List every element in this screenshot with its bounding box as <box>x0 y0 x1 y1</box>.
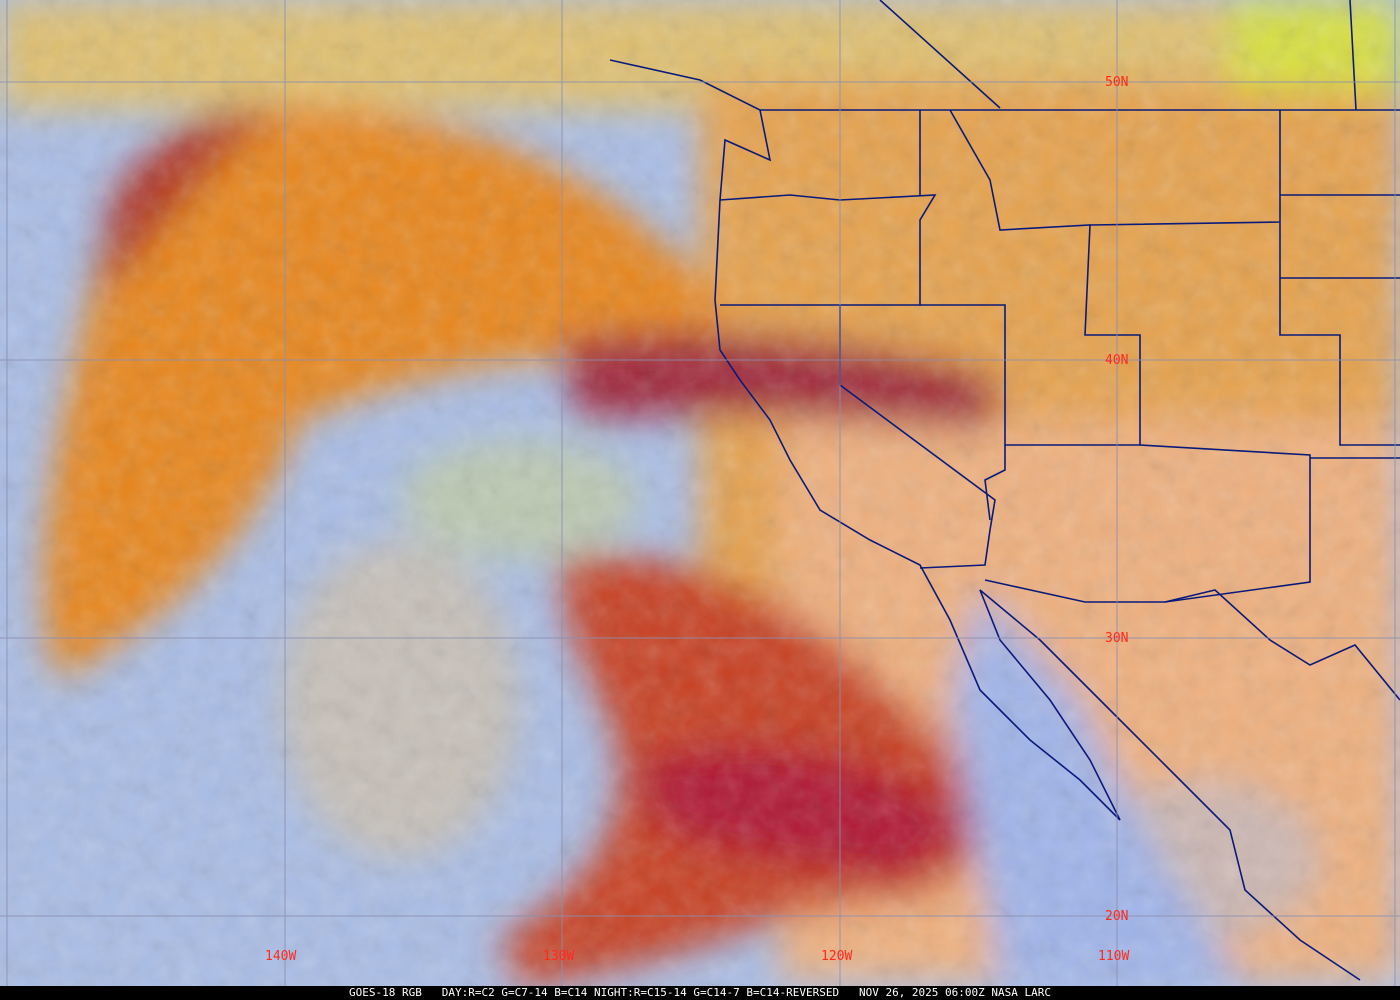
lon-label-110w: 110W <box>1098 949 1129 964</box>
grid-labels: 50N 40N 30N 20N 140W 130W 120W 110W <box>265 75 1129 964</box>
lon-label-120w: 120W <box>821 949 852 964</box>
lon-label-140w: 140W <box>265 949 296 964</box>
caption-product: DAY:R=C2 G=C7-14 B=C14 NIGHT:R=C15-14 G=… <box>441 986 840 999</box>
lat-label-20n: 20N <box>1105 909 1128 924</box>
lon-label-130w: 130W <box>543 949 574 964</box>
lat-label-50n: 50N <box>1105 75 1128 90</box>
lat-label-40n: 40N <box>1105 353 1128 368</box>
lat-label-30n: 30N <box>1105 631 1128 646</box>
caption-satellite: GOES-18 RGB <box>348 986 422 999</box>
caption-bar: GOES-18 RGB DAY:R=C2 G=C7-14 B=C14 NIGHT… <box>0 986 1400 1000</box>
caption-datetime: NOV 26, 2025 06:00Z NASA LARC <box>858 986 1052 999</box>
